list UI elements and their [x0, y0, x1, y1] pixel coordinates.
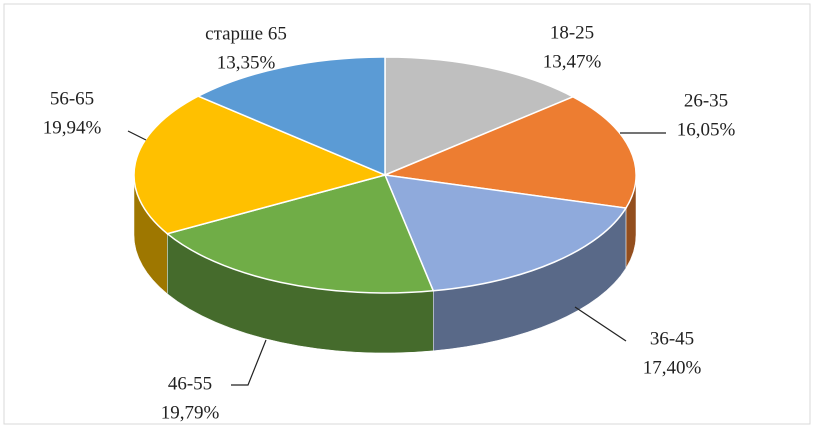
slice-label: 56-65	[50, 88, 94, 109]
slice-label: 18-25	[550, 22, 594, 43]
leader-line	[574, 306, 627, 342]
slice	[383, 174, 628, 292]
slice	[196, 56, 386, 177]
slice-value-label: 16,05%	[677, 119, 736, 140]
slice-label: старше 65	[205, 23, 287, 44]
slice-value-label: 19,79%	[161, 402, 220, 423]
slice	[133, 95, 388, 235]
slice-value-label: 13,47%	[543, 51, 602, 72]
slice	[165, 174, 435, 294]
slice-value-label: 13,35%	[217, 52, 276, 73]
slice	[382, 95, 637, 209]
slice	[384, 56, 575, 177]
slice-label: 36-45	[650, 328, 694, 349]
slice-value-label: 19,94%	[43, 117, 102, 138]
leader-line	[127, 130, 147, 141]
slice-label: 26-35	[684, 90, 728, 111]
leader-line	[231, 339, 267, 386]
slice-value-label: 17,40%	[643, 357, 702, 378]
slice-label: 46-55	[168, 373, 212, 394]
